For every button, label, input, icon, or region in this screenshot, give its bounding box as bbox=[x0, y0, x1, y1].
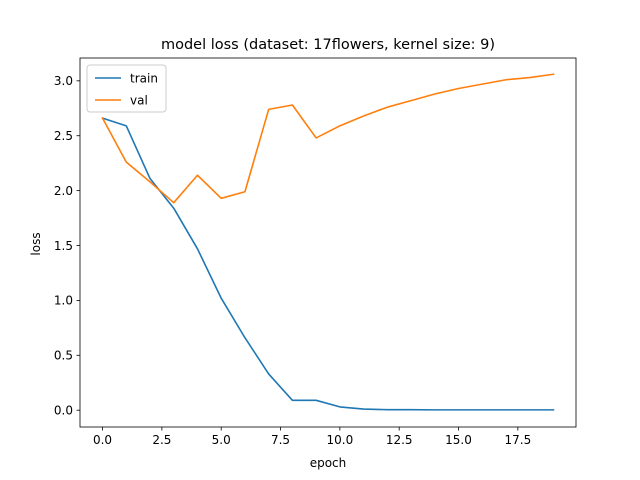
x-tick-label: 7.5 bbox=[271, 433, 290, 447]
x-tick-label: 0.0 bbox=[93, 433, 112, 447]
x-axis-label: epoch bbox=[310, 456, 347, 470]
y-tick-label: 2.5 bbox=[54, 129, 73, 143]
y-tick-label: 1.5 bbox=[54, 239, 73, 253]
x-tick-label: 5.0 bbox=[212, 433, 231, 447]
x-tick-label: 2.5 bbox=[152, 433, 171, 447]
y-tick-label: 0.0 bbox=[54, 404, 73, 418]
plot-frame bbox=[79, 57, 577, 428]
y-tick-label: 1.0 bbox=[54, 294, 73, 308]
legend: train val bbox=[86, 64, 167, 113]
x-tick-label: 15.0 bbox=[445, 433, 472, 447]
series-line-val bbox=[101, 73, 555, 204]
y-tick-label: 0.5 bbox=[54, 349, 73, 363]
x-tick-label: 17.5 bbox=[504, 433, 531, 447]
axes-layer: 0.0 2.5 5.0 7.5 10.0 12.5 15.0 17.5 0.0 0.5 1.0 1.5… bbox=[54, 57, 577, 447]
legend-label-train: train bbox=[130, 71, 158, 85]
y-tick-label: 3.0 bbox=[54, 74, 73, 88]
y-tick-label: 2.0 bbox=[54, 184, 73, 198]
x-tick-label: 12.5 bbox=[386, 433, 413, 447]
series-line-train bbox=[101, 117, 555, 411]
chart-title: model loss (dataset: 17flowers, kernel s… bbox=[161, 37, 495, 53]
y-axis-label: loss bbox=[29, 232, 43, 255]
legend-label-val: val bbox=[130, 93, 148, 107]
lines-layer bbox=[101, 73, 555, 411]
x-tick-label: 10.0 bbox=[327, 433, 354, 447]
